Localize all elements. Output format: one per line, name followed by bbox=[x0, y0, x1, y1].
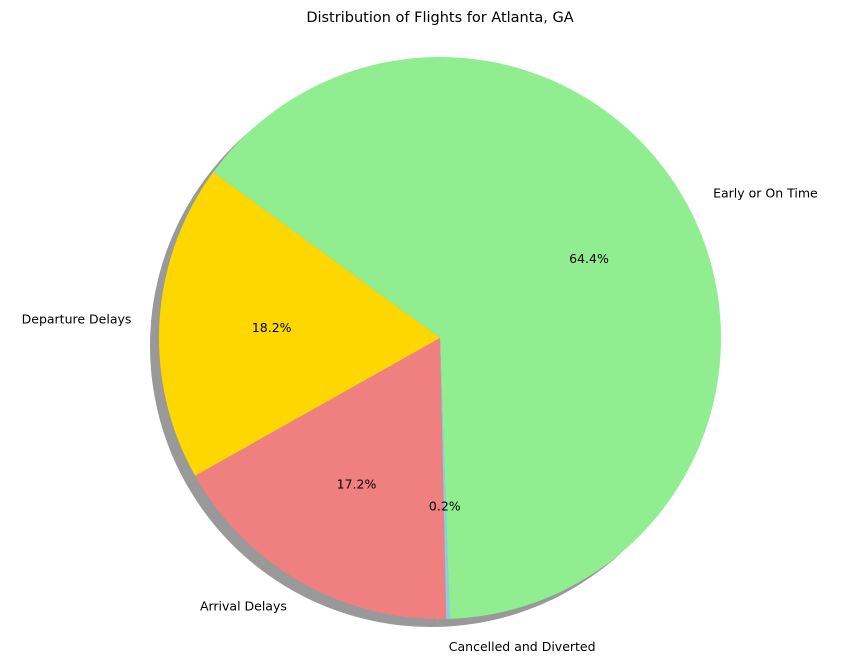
pct-cancelled-and-diverted: 0.2% bbox=[429, 499, 461, 514]
slice-departure-delays bbox=[159, 172, 440, 476]
chart-title: Distribution of Flights for Atlanta, GA bbox=[306, 10, 573, 26]
pie-slices bbox=[159, 57, 722, 620]
pct-arrival-delays: 17.2% bbox=[337, 477, 377, 492]
label-departure-delays: Departure Delays bbox=[22, 312, 132, 327]
pct-departure-delays: 18.2% bbox=[252, 320, 292, 335]
slice-early-or-on-time bbox=[213, 57, 722, 619]
slice-arrival-delays bbox=[195, 338, 447, 620]
label-arrival-delays: Arrival Delays bbox=[200, 599, 287, 614]
slice-cancelled-and-diverted bbox=[440, 338, 450, 619]
pct-early-or-on-time: 64.4% bbox=[569, 251, 609, 266]
label-early-or-on-time: Early or On Time bbox=[713, 185, 818, 200]
label-cancelled-and-diverted: Cancelled and Diverted bbox=[449, 639, 596, 654]
pie-labels: Early or On Time 64.4% Departure Delays 18.… bbox=[22, 185, 818, 654]
